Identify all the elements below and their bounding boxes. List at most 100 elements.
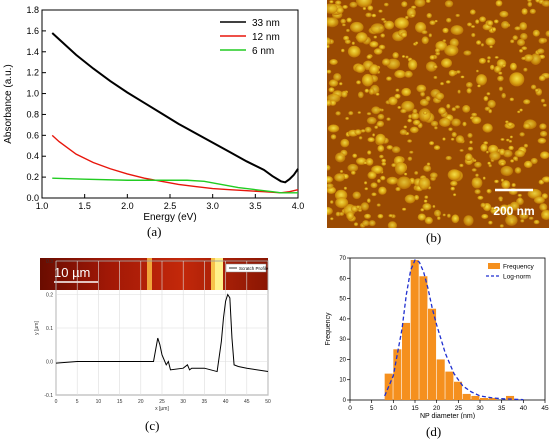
- x-tick-label: 40: [520, 405, 528, 412]
- afm-grain: [500, 165, 513, 177]
- afm-grain: [500, 178, 504, 182]
- y-tick-label: 20: [339, 357, 346, 363]
- afm-grain: [426, 162, 431, 166]
- afm-grain: [509, 135, 513, 139]
- afm-grain: [364, 88, 369, 93]
- afm-grain: [442, 39, 447, 43]
- afm-grain: [537, 48, 545, 54]
- afm-grain: [520, 33, 528, 40]
- afm-grain: [400, 108, 407, 114]
- afm-grain: [471, 33, 476, 38]
- afm-grain: [537, 137, 547, 144]
- x-tick-label: 30: [180, 399, 186, 405]
- afm-grain: [368, 64, 380, 75]
- afm-grain: [405, 55, 409, 59]
- afm-grain: [407, 139, 412, 143]
- afm-grain: [421, 30, 428, 35]
- histogram-bar: [402, 322, 411, 400]
- afm-grain: [501, 21, 510, 29]
- afm-grain: [327, 100, 332, 107]
- afm-grain: [366, 116, 377, 125]
- afm-grain: [412, 108, 418, 114]
- afm-grain: [376, 120, 385, 128]
- afm-grain: [529, 8, 536, 14]
- x-tick-label: 0: [55, 399, 58, 405]
- afm-grain: [366, 54, 372, 60]
- afm-grain: [530, 157, 538, 165]
- afm-grain: [474, 161, 482, 168]
- afm-grain: [499, 224, 504, 228]
- scratch-profile-chart: 0 5 10 15 20 25 30 35 40 45 50 -0.1 0.0 0.1 0.2 0.3 x [µ…: [34, 259, 271, 412]
- y-tick-label: 1.4: [26, 47, 39, 57]
- absorbance-axes: 1.0 1.5 2.0 2.5 3.0 3.5 4.0 0.0 0.2 0.4 0.6 0.8 1.0 1…: [3, 5, 304, 222]
- afm-grain: [542, 103, 547, 107]
- afm-grain: [480, 202, 486, 208]
- x-tick-label: 1.5: [78, 201, 91, 211]
- afm-grain: [426, 13, 432, 19]
- afm-grain: [437, 216, 441, 220]
- afm-grain: [478, 57, 486, 64]
- afm-grain: [434, 126, 438, 130]
- afm-grain: [481, 214, 489, 219]
- afm-grain: [361, 73, 374, 87]
- afm-grain: [351, 41, 355, 45]
- legend-label: 6 nm: [252, 46, 274, 57]
- afm-grain: [508, 140, 513, 143]
- afm-image: 200 nm: [327, 0, 549, 228]
- afm-grain: [523, 54, 534, 62]
- afm-grain: [446, 17, 452, 23]
- legend-box: [225, 263, 267, 273]
- afm-grain: [392, 52, 399, 59]
- afm-grain: [329, 0, 334, 4]
- afm-grain: [442, 213, 446, 217]
- afm-grain: [348, 111, 354, 116]
- afm-grain: [489, 151, 501, 161]
- afm-grain: [339, 82, 343, 86]
- panel-label-a: (a): [147, 224, 162, 239]
- afm-grain: [456, 70, 461, 74]
- afm-grain: [414, 0, 426, 8]
- afm-grain: [350, 21, 364, 33]
- afm-grain: [530, 84, 537, 90]
- afm-grain: [357, 91, 364, 99]
- afm-grain: [474, 189, 481, 195]
- series-line-6nm: [52, 177, 298, 194]
- afm-grain: [420, 208, 425, 212]
- afm-grain: [512, 35, 518, 41]
- afm-grain: [540, 98, 545, 103]
- histogram-bar: [471, 395, 480, 400]
- afm-grain: [429, 20, 436, 26]
- afm-grain: [381, 58, 391, 66]
- afm-grain: [380, 33, 385, 38]
- afm-grain: [450, 186, 455, 191]
- afm-grain: [509, 62, 517, 71]
- afm-grain: [416, 84, 427, 93]
- afm-grain: [396, 176, 412, 190]
- afm-grain: [418, 177, 431, 190]
- afm-grain: [442, 27, 449, 34]
- afm-grain: [364, 213, 371, 219]
- afm-grain: [367, 137, 375, 143]
- afm-grain: [508, 145, 514, 151]
- x-tick-label: 1.0: [36, 201, 49, 211]
- afm-grain: [541, 176, 549, 183]
- y-tick-label: 40: [339, 317, 346, 323]
- afm-grain: [539, 203, 548, 212]
- afm-grain: [433, 209, 442, 217]
- afm-scalebar-label: 200 nm: [493, 204, 534, 218]
- histogram-bar: [462, 393, 471, 400]
- afm-grain: [366, 198, 371, 203]
- afm-grain: [365, 12, 372, 18]
- x-tick-label: 3.0: [206, 201, 219, 211]
- optical-scalebar-label: 10 µm: [54, 265, 90, 280]
- afm-grain: [517, 110, 521, 114]
- afm-grain: [512, 156, 519, 161]
- afm-grain: [401, 100, 415, 112]
- afm-grain: [521, 56, 527, 61]
- afm-grain: [506, 138, 510, 142]
- afm-grain: [460, 75, 465, 79]
- afm-grain: [444, 0, 454, 8]
- afm-grain: [488, 109, 492, 114]
- afm-grain: [335, 111, 341, 116]
- afm-grain: [424, 195, 429, 199]
